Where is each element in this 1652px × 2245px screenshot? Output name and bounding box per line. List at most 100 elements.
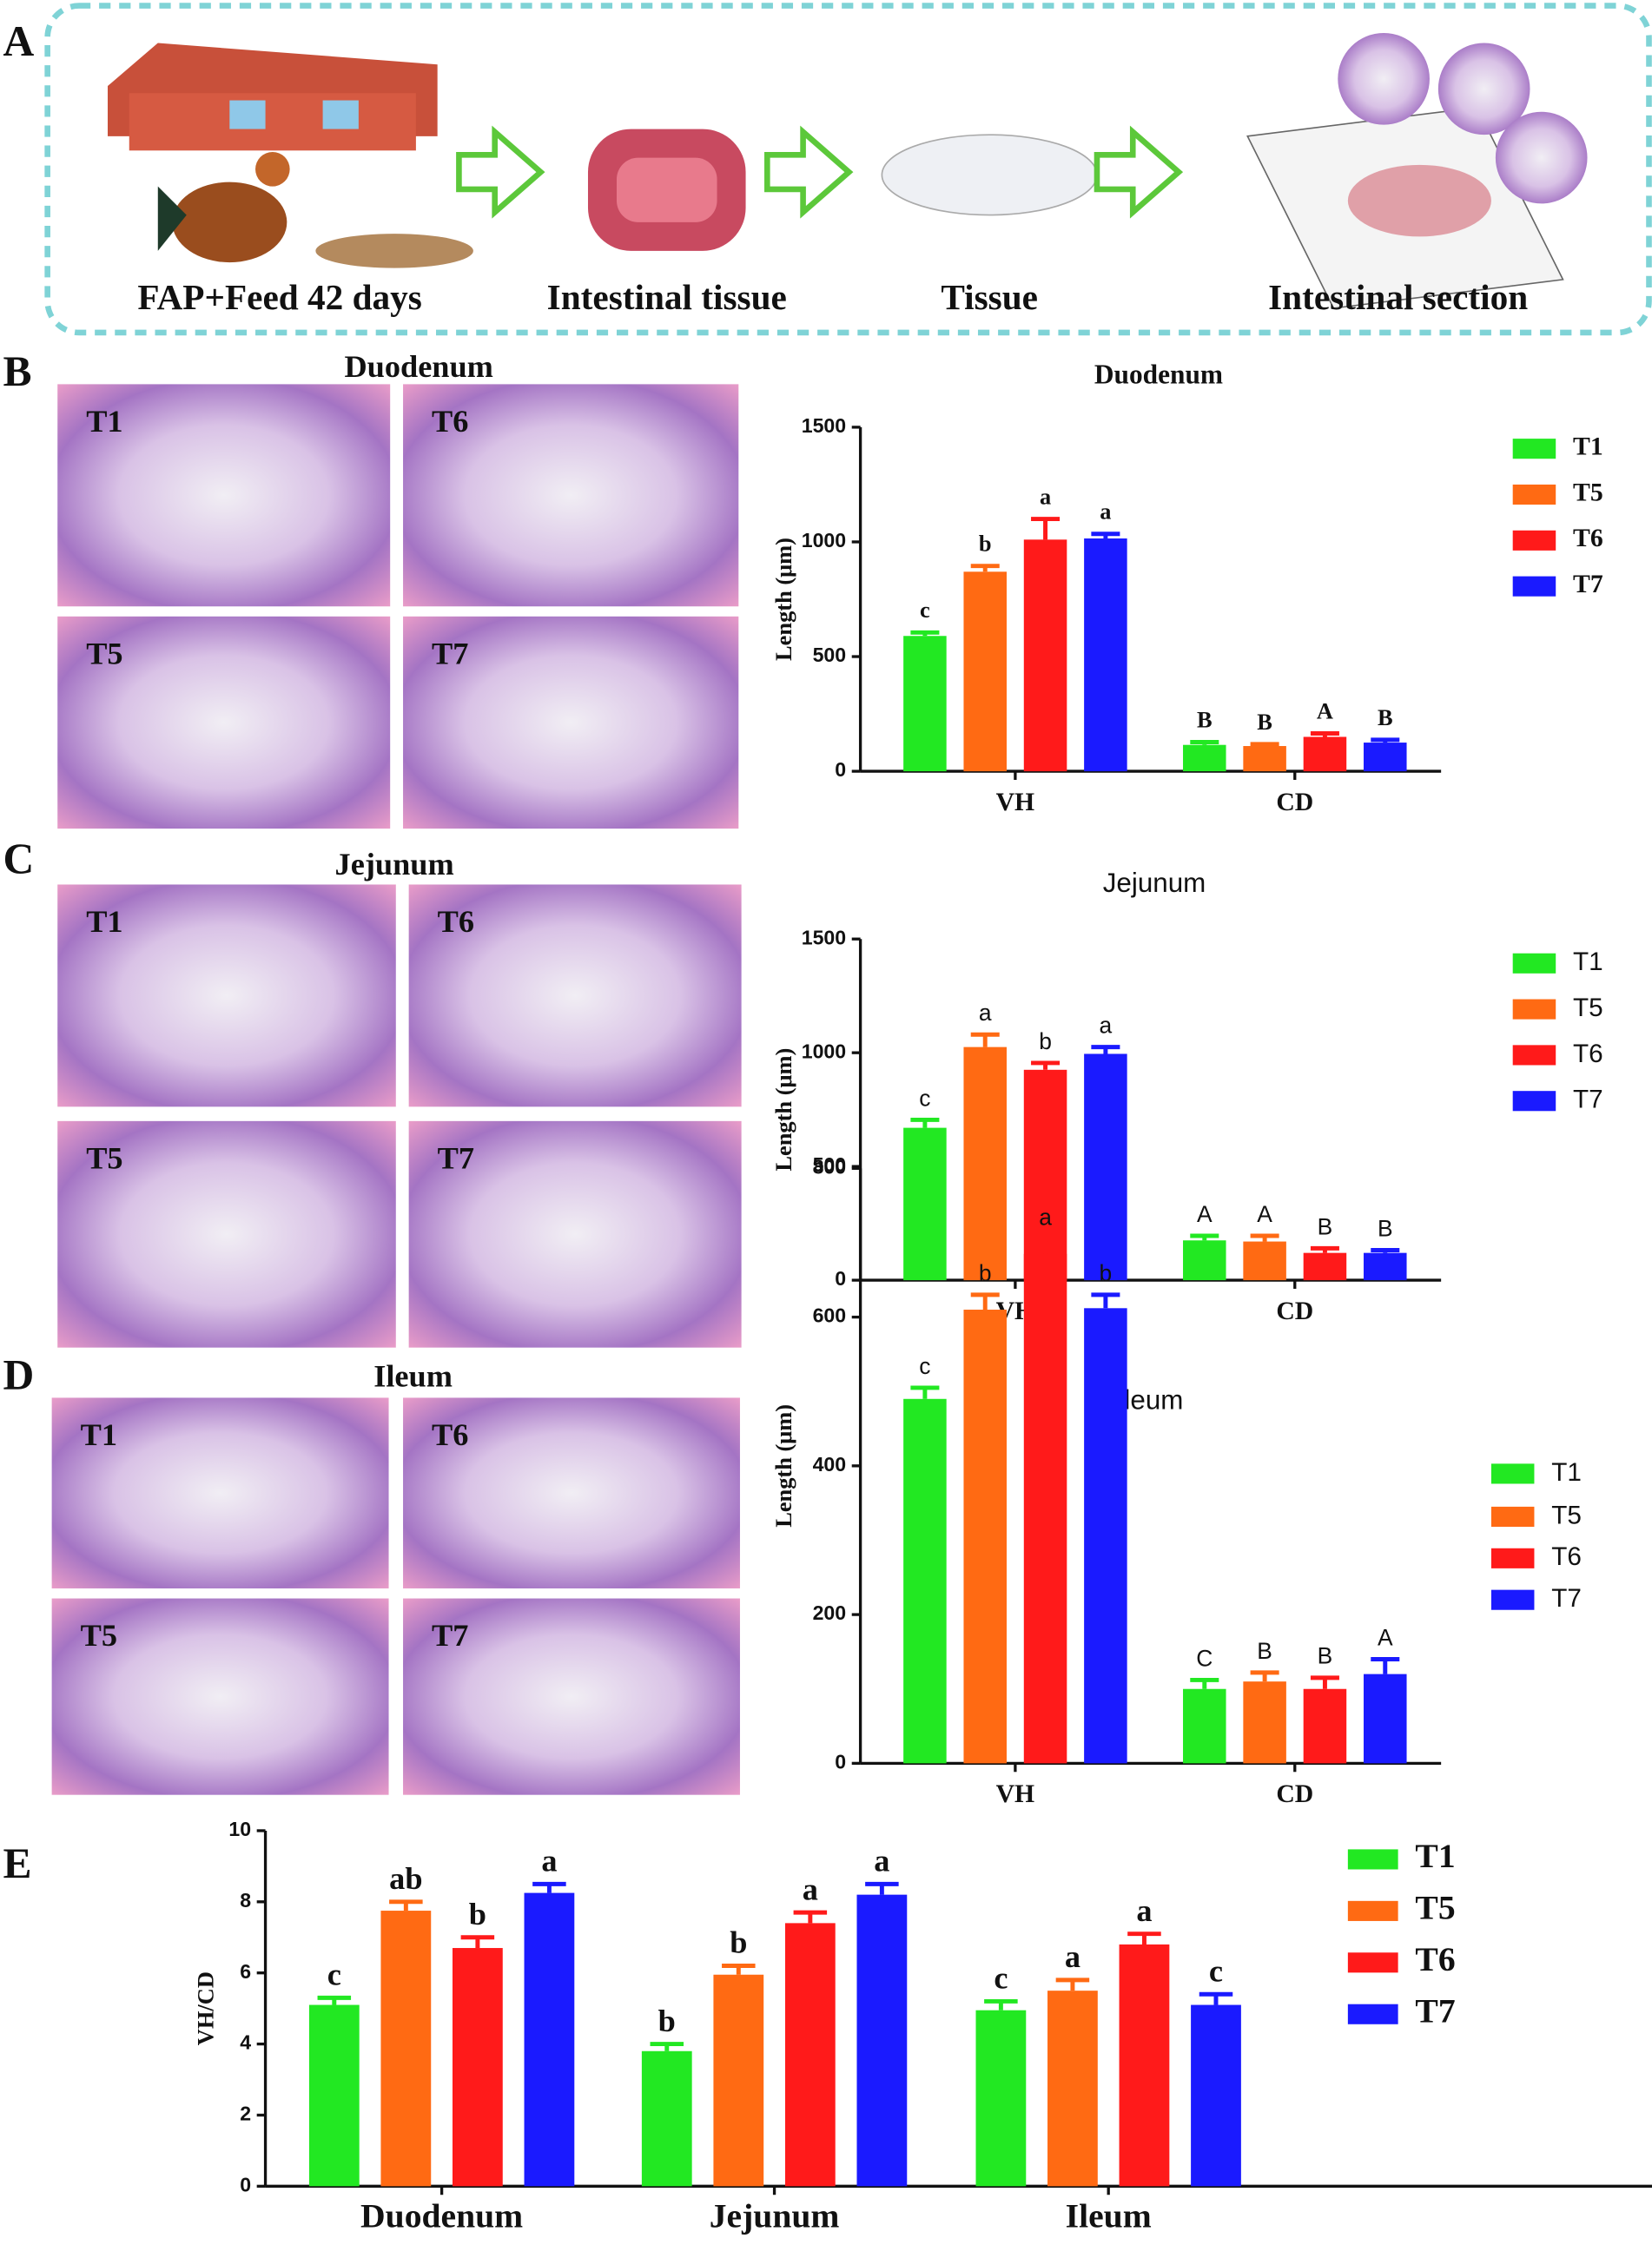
error-bar	[1091, 532, 1120, 539]
legend-label: T1	[1573, 948, 1603, 976]
chart-title: Jejunum	[1103, 868, 1206, 898]
panel-label: D	[3, 1350, 34, 1398]
bar	[1119, 1944, 1170, 2187]
bar	[1084, 538, 1127, 772]
significance-letter: c	[1209, 1953, 1223, 1988]
error-bar	[1055, 1978, 1090, 1991]
y-tick-label: 500	[813, 644, 847, 666]
legend-label: T1	[1415, 1837, 1455, 1875]
x-tick-label: CD	[1276, 1297, 1313, 1325]
legend-label: T7	[1415, 1991, 1455, 2030]
micrograph	[57, 384, 391, 607]
error-bar	[970, 564, 1000, 572]
x-tick-label: VH	[996, 789, 1035, 816]
error-bar	[532, 1881, 566, 1893]
micrograph-label: T7	[432, 636, 468, 670]
legend-swatch	[1490, 1506, 1535, 1527]
error-bar	[970, 1292, 1000, 1311]
chart-title: Duodenum	[1094, 359, 1223, 389]
legend-swatch	[1512, 439, 1556, 459]
bar	[1303, 1252, 1347, 1281]
error-bar	[1371, 1248, 1400, 1253]
error-bar	[1371, 737, 1400, 743]
significance-letter: a	[1136, 1893, 1152, 1928]
error-bar	[1031, 1237, 1061, 1254]
micrograph-label: T5	[86, 1140, 122, 1175]
micrograph	[403, 384, 739, 607]
error-bar	[389, 1899, 423, 1912]
legend-swatch	[1347, 1849, 1398, 1870]
x-tick-label: Duodenum	[360, 2196, 523, 2235]
panel-label: E	[3, 1839, 31, 1887]
error-bar	[970, 1032, 1000, 1047]
significance-letter: C	[1196, 1645, 1213, 1671]
micrograph-label: T6	[432, 1417, 468, 1452]
legend-swatch	[1490, 1463, 1535, 1484]
y-tick-label: 0	[240, 2173, 251, 2195]
error-bar	[460, 1935, 495, 1949]
panel-label: B	[3, 347, 31, 395]
bar	[1364, 1674, 1407, 1764]
significance-letter: c	[994, 1961, 1008, 1996]
bar	[1023, 539, 1067, 772]
error-bar	[317, 1995, 352, 2005]
micrograph-title: Jejunum	[335, 847, 454, 881]
y-tick-label: 8	[240, 1889, 251, 1912]
error-bar	[1031, 1060, 1061, 1070]
micrograph	[57, 616, 391, 829]
significance-letter: c	[920, 597, 930, 623]
workflow-step: Intestinal tissue	[547, 277, 787, 317]
significance-letter: a	[979, 1000, 992, 1026]
y-tick-label: 500	[813, 1153, 847, 1176]
panel-label: C	[3, 835, 34, 882]
legend-label: T6	[1573, 1040, 1603, 1068]
micrograph-label: T1	[86, 904, 122, 939]
bar	[784, 1923, 836, 2187]
y-axis-label: Length (μm)	[770, 538, 796, 661]
legend-label: T5	[1573, 479, 1603, 506]
significance-letter: B	[1197, 706, 1213, 732]
micrograph-label: T7	[432, 1618, 468, 1653]
legend-swatch	[1490, 1548, 1535, 1568]
bar	[963, 1310, 1007, 1764]
error-bar	[793, 1910, 828, 1924]
micrograph-label: T7	[438, 1140, 474, 1175]
micrograph-label: T1	[81, 1417, 117, 1452]
error-bar	[650, 2042, 684, 2051]
micrograph	[51, 1397, 389, 1588]
y-tick-label: 1000	[802, 529, 846, 551]
bar	[1183, 1688, 1226, 1764]
significance-letter: B	[1318, 1643, 1333, 1669]
significance-letter: c	[919, 1353, 930, 1379]
chart-title: Ileum	[1117, 1385, 1184, 1416]
bar	[963, 571, 1007, 772]
micrograph-label: T5	[86, 636, 122, 670]
significance-letter: c	[919, 1085, 930, 1111]
significance-letter: c	[327, 1958, 341, 1992]
bar	[903, 1398, 947, 1764]
legend-label: T1	[1573, 432, 1603, 460]
error-bar	[1310, 731, 1339, 737]
error-bar	[910, 630, 940, 637]
bar	[524, 1892, 575, 2187]
error-bar	[1250, 1670, 1279, 1682]
error-bar	[910, 1385, 940, 1399]
feed	[315, 234, 473, 268]
legend-swatch	[1512, 953, 1556, 974]
y-tick-label: 1000	[802, 1040, 846, 1062]
significance-letter: a	[803, 1872, 818, 1906]
y-tick-label: 6	[240, 1960, 251, 1983]
significance-letter: a	[1039, 1205, 1052, 1231]
significance-letter: B	[1378, 704, 1393, 730]
legend-swatch	[1512, 1091, 1556, 1112]
y-tick-label: 4	[240, 2031, 251, 2054]
error-bar	[1199, 1991, 1233, 2005]
legend-label: T1	[1551, 1458, 1582, 1487]
micrograph	[51, 1598, 389, 1795]
micrograph	[408, 884, 742, 1107]
error-bar	[1190, 1677, 1219, 1689]
micrograph	[403, 616, 739, 829]
significance-letter: B	[1257, 1638, 1272, 1664]
error-bar	[984, 1998, 1018, 2011]
